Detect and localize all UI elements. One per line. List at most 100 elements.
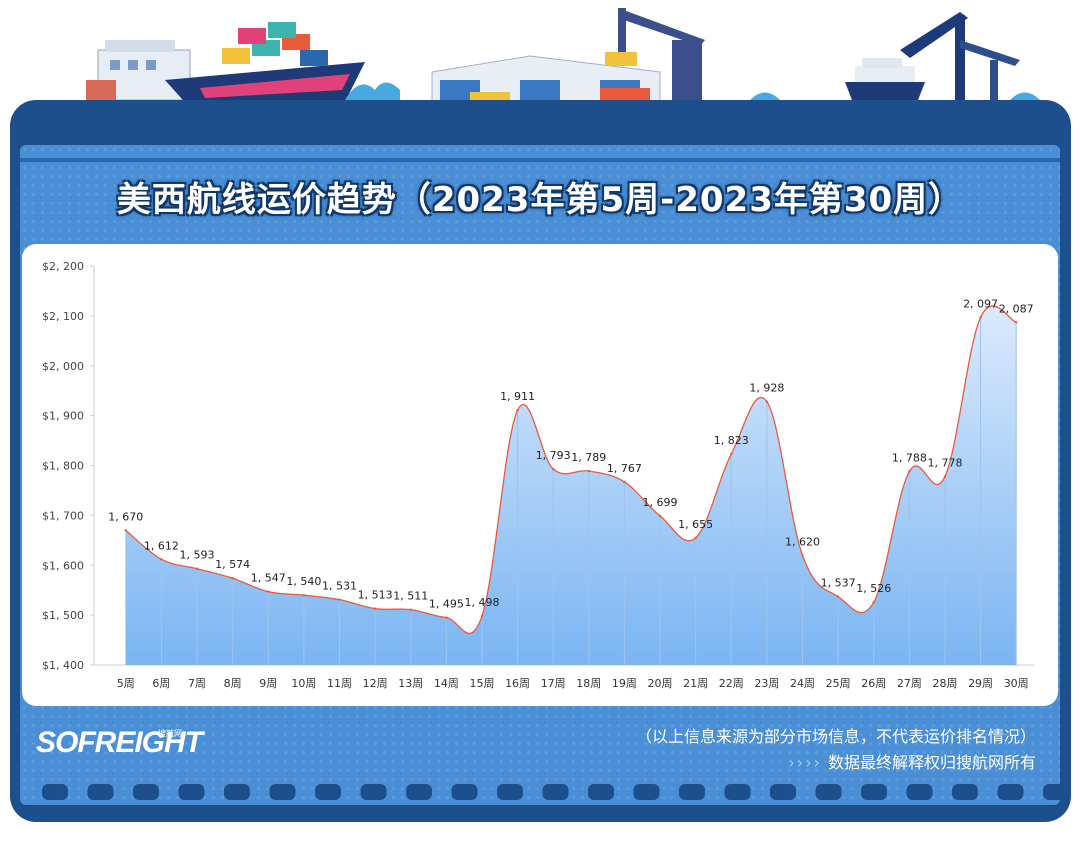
brand-logo: SOFREIGHT — [36, 726, 203, 759]
y-tick-label: $1, 800 — [42, 460, 84, 473]
decor-tooth — [497, 784, 523, 800]
decor-tooth — [906, 784, 933, 800]
x-tick-label: 17周 — [541, 677, 566, 690]
data-label: 2, 087 — [999, 302, 1034, 315]
bottom-decoration — [42, 784, 1060, 800]
data-label: 1, 540 — [286, 575, 321, 588]
data-label: 1, 928 — [749, 382, 784, 395]
data-label: 1, 767 — [607, 462, 642, 475]
data-label: 1, 574 — [215, 558, 250, 571]
data-label: 1, 788 — [892, 451, 927, 464]
x-tick-label: 8周 — [224, 677, 242, 690]
harbor-building-icon — [86, 40, 191, 105]
data-label: 1, 823 — [714, 434, 749, 447]
x-tick-label: 10周 — [291, 677, 316, 690]
data-point — [836, 595, 840, 598]
y-tick-label: $1, 400 — [42, 659, 84, 672]
y-tick-label: $1, 900 — [42, 410, 84, 423]
data-label: 1, 593 — [180, 549, 215, 562]
x-tick-label: 24周 — [790, 677, 815, 690]
data-point — [801, 554, 804, 557]
x-tick-label: 26周 — [861, 677, 886, 690]
data-label: 1, 513 — [358, 589, 393, 602]
x-tick-label: 11周 — [327, 677, 352, 690]
decor-tooth — [861, 784, 887, 800]
source-note: （以上信息来源为部分市场信息，不代表运价排名情况） — [635, 727, 1036, 746]
port-crane-icon — [605, 8, 705, 110]
x-tick-label: 20周 — [648, 677, 673, 690]
x-tick-label: 9周 — [259, 677, 277, 690]
x-tick-label: 15周 — [469, 677, 494, 690]
data-point — [730, 452, 733, 456]
data-label: 1, 495 — [429, 598, 464, 611]
data-point — [124, 529, 128, 532]
x-tick-label: 23周 — [754, 677, 779, 690]
data-label: 1, 778 — [927, 456, 962, 469]
data-label: 1, 670 — [108, 510, 143, 523]
data-point — [409, 608, 412, 611]
data-point — [516, 408, 519, 412]
decor-tooth — [952, 784, 978, 800]
decor-tooth — [815, 784, 842, 800]
data-label: 1, 793 — [536, 449, 571, 462]
x-tick-label: 29周 — [968, 677, 993, 690]
data-point — [445, 616, 448, 619]
x-tick-label: 19周 — [612, 677, 637, 690]
data-label: 1, 789 — [571, 451, 606, 464]
data-label: 2, 097 — [963, 297, 998, 310]
data-label: 1, 612 — [144, 539, 179, 552]
data-label: 1, 498 — [464, 596, 499, 609]
data-label: 1, 911 — [500, 390, 535, 403]
data-label: 1, 699 — [643, 496, 678, 509]
data-point — [623, 480, 626, 484]
decor-tooth — [679, 784, 705, 800]
data-point — [480, 614, 484, 618]
frame-stripe — [20, 158, 1060, 162]
brand-logo-sub: 搜航网 — [158, 729, 182, 738]
y-tick-label: $1, 500 — [42, 609, 84, 622]
x-tick-label: 13周 — [398, 677, 423, 690]
data-point — [694, 536, 697, 540]
y-tick-label: $2, 200 — [42, 260, 84, 273]
data-point — [267, 590, 270, 593]
decor-tooth — [42, 784, 68, 800]
decor-tooth — [1043, 784, 1060, 800]
y-axis: $1, 400 $1, 500 $1, 600 $1, 700 $1, 800 $1, 9… — [42, 260, 95, 672]
data-label: 1, 620 — [785, 535, 820, 548]
data-label: 1, 537 — [821, 577, 856, 590]
arrows-icon: ›››› — [788, 753, 822, 772]
y-tick-label: $2, 000 — [42, 360, 84, 373]
data-point — [1014, 321, 1018, 324]
data-label: 1, 531 — [322, 580, 357, 593]
x-tick-label: 5周 — [117, 677, 135, 690]
chart-card: $1, 400 $1, 500 $1, 600 $1, 700 $1, 800 $1, 9… — [22, 244, 1058, 706]
x-tick-label: 22周 — [719, 677, 744, 690]
data-point — [231, 577, 234, 580]
decor-tooth — [451, 784, 478, 800]
decor-tooth — [724, 784, 751, 800]
data-point — [587, 469, 591, 473]
x-tick-label: 27周 — [897, 677, 922, 690]
data-label: 1, 511 — [393, 590, 428, 603]
data-point — [302, 593, 306, 597]
data-point — [765, 400, 769, 403]
rights-text: 数据最终解释权归搜航网所有 — [827, 753, 1036, 772]
y-tick-label: $2, 100 — [42, 310, 84, 323]
x-tick-label: 16周 — [505, 677, 530, 690]
decor-tooth — [633, 784, 660, 800]
data-point — [195, 567, 199, 570]
decor-tooth — [997, 784, 1024, 800]
data-point — [943, 475, 947, 478]
data-label: 1, 655 — [678, 518, 713, 531]
decor-tooth — [87, 784, 114, 800]
x-tick-label: 25周 — [826, 677, 851, 690]
x-tick-label: 21周 — [683, 677, 708, 690]
data-point — [373, 607, 377, 610]
data-point — [551, 467, 555, 471]
x-tick-label: 14周 — [434, 677, 459, 690]
plot-area — [124, 305, 1018, 665]
y-tick-label: $1, 700 — [42, 509, 84, 522]
x-axis: 5周 6周 7周 8周 9周 10周 11周 12周 13周 14周 15周 16周 17周 18周 19周… — [94, 664, 1034, 690]
container-ship-icon — [165, 22, 365, 108]
